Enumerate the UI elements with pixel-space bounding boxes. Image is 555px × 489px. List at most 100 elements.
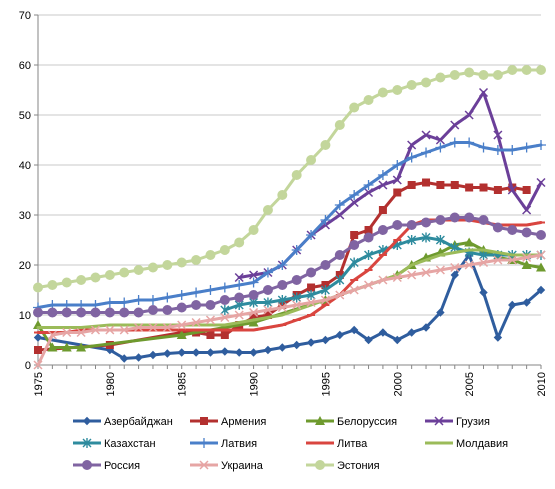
- data-point: [219, 295, 230, 305]
- data-point: [478, 215, 489, 225]
- data-point: [364, 250, 374, 260]
- data-point: [335, 290, 345, 300]
- data-point: [248, 225, 259, 235]
- data-point: [219, 282, 230, 293]
- legend-item: Армения: [190, 416, 266, 428]
- legend-label: Грузия: [456, 416, 490, 428]
- legend: Азербайджан Армения Белоруссия Грузия Казахс…: [73, 416, 508, 472]
- data-point: [220, 312, 230, 323]
- data-point: [392, 220, 403, 230]
- data-point: [61, 342, 72, 352]
- data-point: [435, 215, 446, 225]
- data-point: [407, 270, 417, 280]
- data-point: [306, 155, 317, 165]
- data-point: [177, 348, 186, 357]
- data-point: [291, 170, 302, 180]
- legend-item: Грузия: [425, 416, 490, 428]
- data-point: [407, 235, 417, 245]
- data-point: [350, 231, 359, 239]
- data-point: [191, 348, 201, 357]
- legend-item: Украина: [190, 460, 264, 472]
- data-point: [320, 260, 331, 270]
- data-point: [493, 255, 503, 265]
- data-point: [377, 170, 388, 180]
- data-point: [421, 77, 432, 88]
- data-point: [249, 348, 258, 357]
- data-point: [407, 181, 416, 189]
- data-point: [464, 237, 475, 247]
- data-point: [349, 190, 360, 200]
- data-point: [522, 252, 532, 263]
- y-axis-ticks: 0 10 20 30 40 50 60 70: [19, 10, 38, 372]
- data-point: [364, 280, 374, 290]
- data-point: [191, 317, 201, 328]
- data-point: [205, 250, 216, 260]
- data-point: [478, 142, 489, 153]
- data-point: [176, 257, 187, 268]
- data-point: [104, 297, 115, 308]
- data-point: [62, 327, 72, 338]
- data-point: [248, 277, 259, 288]
- data-point: [378, 180, 388, 190]
- data-point: [262, 285, 273, 295]
- data-point: [493, 186, 502, 194]
- data-point: [147, 295, 158, 305]
- data-point: [76, 307, 87, 318]
- data-point: [363, 180, 374, 190]
- data-point: [90, 325, 101, 335]
- data-point: [320, 140, 331, 150]
- data-point: [206, 348, 215, 357]
- data-point: [421, 232, 431, 243]
- data-point: [147, 305, 158, 315]
- data-point: [334, 250, 345, 260]
- data-point: [378, 275, 388, 285]
- data-point: [76, 342, 87, 352]
- data-point: [536, 140, 546, 150]
- legend-label: Азербайджан: [104, 416, 173, 428]
- data-point: [406, 220, 417, 230]
- data-point: [393, 335, 402, 345]
- legend-label: Литва: [337, 438, 368, 450]
- data-point: [363, 232, 374, 243]
- data-point: [421, 323, 431, 332]
- data-point: [435, 265, 445, 275]
- legend-label: Эстония: [337, 460, 380, 472]
- data-point: [220, 347, 230, 356]
- data-point: [90, 272, 101, 283]
- data-point: [521, 260, 532, 269]
- data-point: [536, 285, 546, 295]
- data-point: [90, 307, 101, 318]
- data-point: [478, 87, 489, 98]
- x-tick-label: 2000: [392, 372, 404, 396]
- x-tick-label: 1975: [33, 372, 45, 396]
- data-point: [349, 325, 359, 335]
- data-point: [335, 210, 345, 220]
- data-point: [464, 67, 475, 78]
- data-point: [306, 290, 316, 300]
- legend-label: Латвия: [221, 438, 257, 450]
- data-point: [335, 330, 344, 340]
- series-line: [237, 91, 543, 279]
- data-point: [492, 222, 503, 233]
- data-point: [47, 280, 58, 290]
- data-point: [191, 287, 202, 298]
- x-axis-ticks: 1975 1980 1985 1990 1995 2000 2005 2010: [33, 365, 548, 396]
- data-point: [248, 290, 259, 300]
- data-point: [220, 305, 230, 315]
- legend-item: Казахстан: [73, 438, 156, 450]
- data-point: [104, 270, 115, 280]
- data-point: [120, 354, 129, 363]
- data-point: [522, 298, 531, 307]
- data-point: [191, 255, 202, 265]
- data-point: [249, 313, 258, 322]
- data-point: [407, 140, 417, 150]
- data-point: [435, 72, 446, 83]
- grid-lines: [38, 14, 541, 316]
- data-point: [507, 145, 518, 155]
- data-point: [406, 80, 417, 90]
- data-point: [334, 120, 345, 130]
- data-point: [479, 288, 488, 297]
- data-point: [263, 297, 273, 308]
- data-point: [134, 322, 144, 333]
